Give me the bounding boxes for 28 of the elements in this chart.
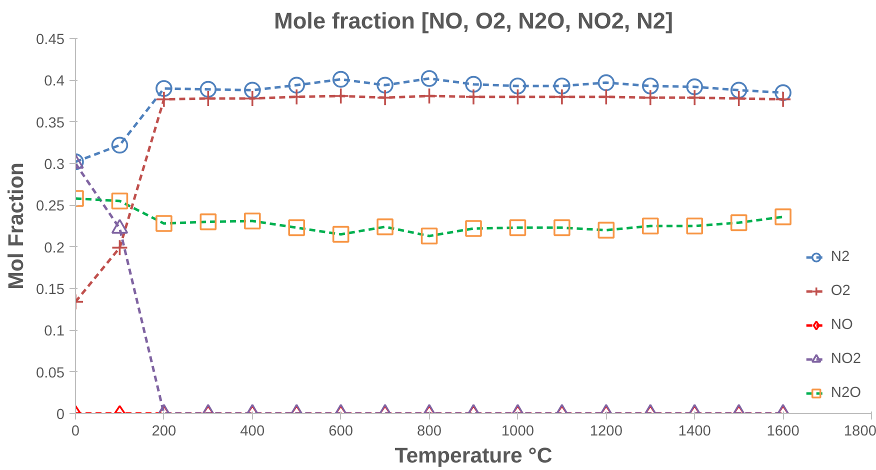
y-tick-label: 0.4 (44, 74, 64, 90)
legend-label: N2O (830, 385, 861, 401)
y-axis-title: Mol Fraction (4, 162, 28, 290)
y-tick-label: 0 (56, 407, 65, 423)
x-tick-label: 0 (71, 424, 80, 440)
legend-label: N2 (830, 249, 851, 265)
y-tick-label: 0.35 (36, 115, 65, 132)
x-tick-label: 1600 (766, 424, 800, 440)
x-tick-label: 1200 (590, 424, 622, 440)
y-tick-label: 0.3 (44, 157, 64, 173)
x-tick-label: 600 (328, 424, 354, 440)
x-tick-label: 1800 (844, 424, 876, 440)
y-tick-label: 0.1 (44, 324, 64, 340)
y-tick-label: 0.05 (36, 365, 65, 382)
y-tick-label: 0.2 (44, 240, 64, 256)
x-tick-label: 1400 (678, 424, 711, 440)
legend-label: O2 (830, 283, 851, 299)
x-tick-label: 200 (152, 424, 176, 440)
x-tick-label: 800 (417, 424, 442, 440)
x-axis-title: Temperature °C (394, 444, 552, 468)
chart-title: Mole fraction [NO, O2, N2O, NO2, N2] (274, 8, 674, 34)
y-tick-label: 0.25 (36, 198, 65, 215)
y-tick-label: 0.15 (36, 282, 65, 298)
x-tick-label: 400 (240, 424, 265, 440)
legend-label: NO (830, 317, 853, 333)
x-tick-label: 1000 (501, 424, 534, 440)
legend-label: NO2 (830, 351, 861, 367)
y-tick-label: 0.45 (36, 32, 65, 48)
